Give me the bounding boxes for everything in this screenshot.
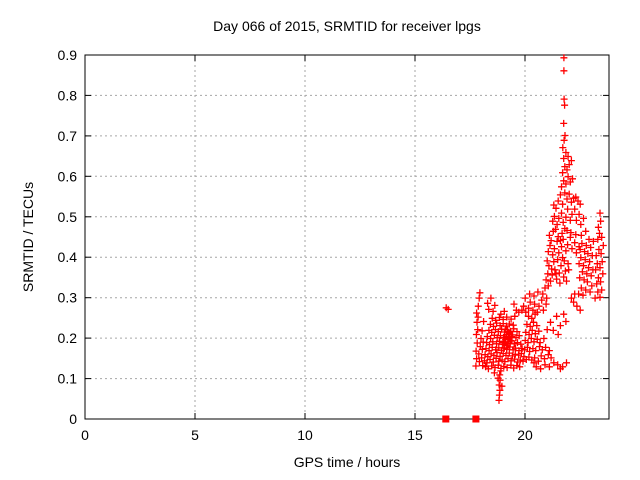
y-tick-label: 0.7: [58, 128, 78, 144]
grid-lines: [85, 55, 609, 419]
y-tick-label: 0.8: [58, 87, 78, 103]
y-tick-label: 0.1: [58, 371, 78, 387]
x-tick-label: 10: [297, 427, 313, 443]
plot-border: [84, 54, 610, 420]
y-tick-label: 0.5: [58, 209, 78, 225]
y-tick-label: 0.2: [58, 330, 78, 346]
x-tick-label: 15: [407, 427, 423, 443]
y-axis-label: SRMTID / TECUs: [20, 181, 36, 293]
y-tick-label: 0.6: [58, 168, 78, 184]
srmtid-points: [442, 54, 607, 404]
x-tick-label: 5: [191, 427, 199, 443]
y-tick-labels: 0 0.1 0.2 0.3 0.4 0.5 0.6 0.7 0.8 0.9: [58, 47, 78, 427]
y-tick-label: 0.9: [58, 47, 78, 63]
y-tick-label: 0.3: [58, 290, 78, 306]
axis-ticks: [84, 54, 609, 420]
y-tick-label: 0: [69, 411, 77, 427]
x-tick-labels: 0 5 10 15 20: [81, 427, 533, 443]
x-tick-label: 0: [81, 427, 89, 443]
zero-markers: [442, 415, 480, 423]
y-tick-label: 0.4: [58, 249, 78, 265]
chart-title: Day 066 of 2015, SRMTID for receiver lpg…: [213, 18, 481, 34]
x-axis-label: GPS time / hours: [293, 454, 401, 470]
x-tick-label: 20: [517, 427, 533, 443]
